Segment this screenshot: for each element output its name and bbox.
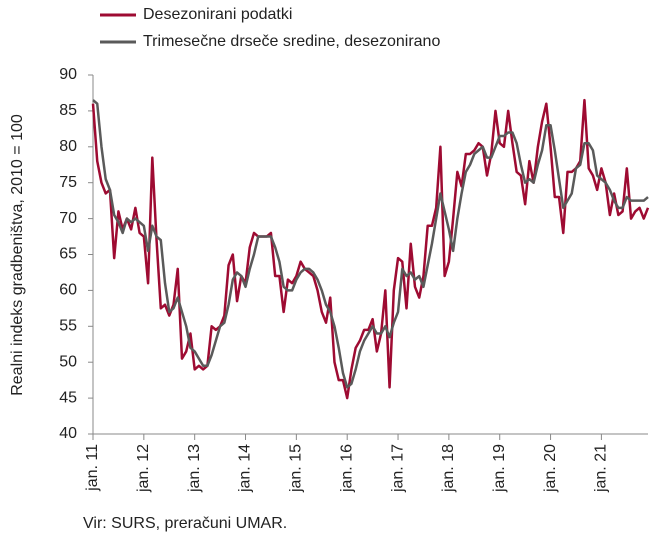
legend-label: Desezonirani podatki	[143, 6, 292, 23]
x-tick-label: jan. 20	[542, 444, 559, 493]
y-tick-label: 40	[59, 425, 77, 442]
series-line	[92, 99, 649, 389]
x-tick-label: jan. 16	[338, 444, 355, 493]
x-tick-label: jan. 14	[237, 444, 254, 493]
y-tick-label: 65	[59, 246, 77, 263]
x-tick-label: jan. 12	[135, 444, 152, 493]
y-tick-label: 50	[59, 353, 77, 370]
y-axis-label: Realni indeks gradbeništva, 2010 = 100	[9, 114, 26, 396]
source: Vir: SURS, preračuni UMAR.	[83, 515, 287, 532]
legend-label: Trimesečne drseče sredine, desezonirano	[143, 33, 440, 50]
y-tick-label: 45	[59, 389, 77, 406]
x-tick-label: jan. 17	[389, 444, 406, 493]
y-tick-label: 60	[59, 282, 77, 299]
x-tick-label: jan. 21	[593, 444, 610, 493]
y-tick-label: 75	[59, 174, 77, 191]
x-tick-label: jan. 15	[288, 444, 305, 493]
y-tick-label: 70	[59, 210, 77, 227]
x-tick-label: jan. 13	[186, 444, 203, 493]
y-tick-label: 90	[59, 66, 77, 83]
y-tick-label: 55	[59, 318, 77, 335]
series-line	[91, 98, 650, 400]
y-tick-label: 85	[59, 102, 77, 119]
x-tick-label: jan. 11	[84, 444, 101, 492]
y-tick-label: 80	[59, 138, 77, 155]
x-tick-label: jan. 19	[491, 444, 508, 493]
x-tick-label: jan. 18	[440, 444, 457, 493]
